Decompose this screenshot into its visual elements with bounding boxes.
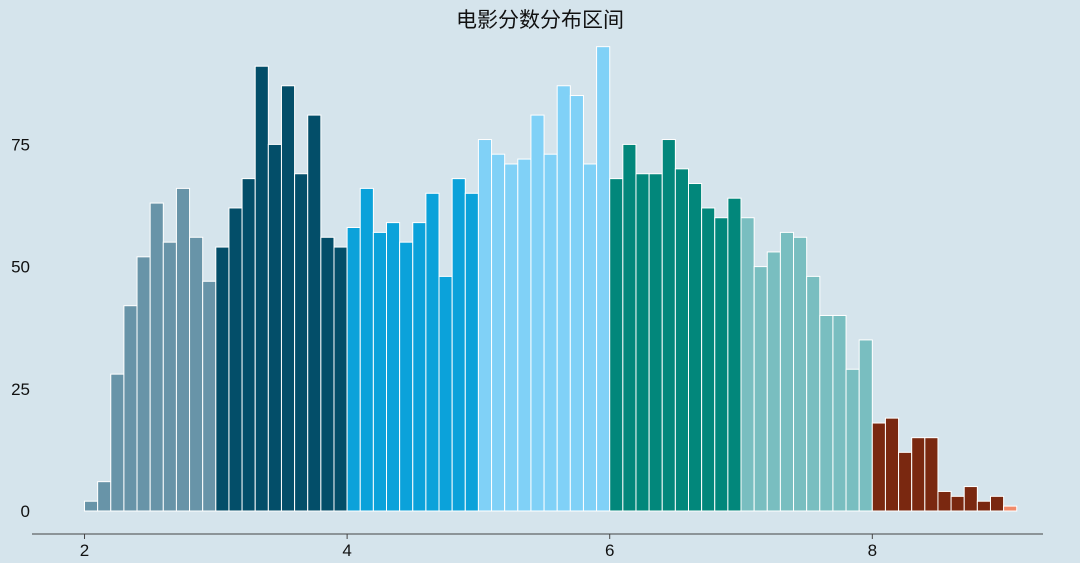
histogram-bar <box>556 85 571 512</box>
histogram-bar <box>215 246 230 512</box>
histogram-bar <box>175 187 191 512</box>
histogram-bar <box>333 246 348 512</box>
histogram-bar <box>779 231 795 512</box>
histogram-bar <box>609 178 624 512</box>
histogram-bar <box>84 500 99 512</box>
histogram-bar <box>359 187 374 512</box>
histogram-bar <box>425 192 440 512</box>
histogram-bar <box>740 217 755 512</box>
histogram-bar <box>110 373 125 512</box>
histogram-bar <box>477 139 493 512</box>
histogram-bar <box>320 236 335 512</box>
histogram-bar <box>845 368 860 512</box>
chart-title: 电影分数分布区间 <box>456 8 624 32</box>
histogram-bar <box>189 236 204 512</box>
histogram-bar <box>622 143 637 512</box>
histogram-bar <box>280 85 296 512</box>
histogram-bar <box>976 500 991 512</box>
histogram-bar <box>1003 505 1018 512</box>
histogram-bar <box>635 173 650 512</box>
histogram-bar <box>858 339 873 512</box>
histogram-bar <box>294 173 309 512</box>
bars-group <box>84 46 1018 512</box>
histogram-bar <box>701 207 716 512</box>
x-tick-label: 6 <box>605 541 614 560</box>
histogram-bar <box>123 305 138 512</box>
histogram-bar <box>464 192 479 512</box>
histogram-bar <box>438 275 453 512</box>
histogram-bar <box>832 314 847 512</box>
histogram-bar <box>267 143 282 512</box>
histogram-bar <box>687 183 703 512</box>
x-tick-label: 8 <box>868 541 877 560</box>
histogram-bar <box>412 222 427 512</box>
histogram-bar <box>596 46 611 512</box>
y-tick-label: 0 <box>21 502 30 521</box>
y-tick-label: 75 <box>11 135 30 154</box>
histogram-bar <box>674 168 689 512</box>
x-tick-label: 2 <box>80 541 89 560</box>
histogram-bar <box>661 139 676 512</box>
histogram-bar <box>937 490 952 512</box>
histogram-bar <box>97 481 112 512</box>
histogram-bar <box>386 222 401 512</box>
histogram-bar <box>346 227 361 512</box>
histogram-bar <box>136 256 151 512</box>
histogram-bar <box>399 241 414 512</box>
axes-group: 2 4 6 8 0 25 50 75 <box>11 135 1043 560</box>
histogram-bar <box>569 95 584 512</box>
histogram-bar <box>911 437 926 512</box>
y-tick-label: 50 <box>11 258 30 277</box>
histogram-bar <box>228 207 243 512</box>
histogram-bar <box>793 236 808 512</box>
histogram-bar <box>372 231 388 512</box>
histogram-bar <box>819 314 834 512</box>
histogram-bar <box>766 251 781 512</box>
histogram-bar <box>202 280 217 512</box>
histogram-bar <box>871 422 886 512</box>
histogram-bar <box>530 114 545 512</box>
histogram-bar <box>727 197 742 512</box>
histogram-bar <box>924 437 939 512</box>
histogram-bar <box>543 153 558 512</box>
histogram-bar <box>989 495 1005 512</box>
histogram-bar <box>504 163 519 512</box>
histogram-bar <box>241 178 256 512</box>
y-tick-label: 25 <box>11 380 30 399</box>
histogram-bar <box>884 417 900 512</box>
histogram-bar <box>254 65 269 512</box>
histogram-bar <box>491 153 506 512</box>
histogram-bar <box>950 495 965 512</box>
histogram-bar <box>963 486 978 512</box>
histogram-bar <box>753 266 768 512</box>
histogram-bar <box>714 217 729 512</box>
histogram-bar <box>582 163 598 512</box>
histogram-bar <box>898 451 913 512</box>
histogram-bar <box>451 178 466 512</box>
histogram-bar <box>648 173 663 512</box>
histogram-bar <box>149 202 164 512</box>
histogram-bar <box>806 275 821 512</box>
histogram-bar <box>517 158 532 512</box>
histogram-bar <box>307 114 322 512</box>
x-tick-label: 4 <box>342 541 351 560</box>
histogram-bar <box>162 241 177 512</box>
